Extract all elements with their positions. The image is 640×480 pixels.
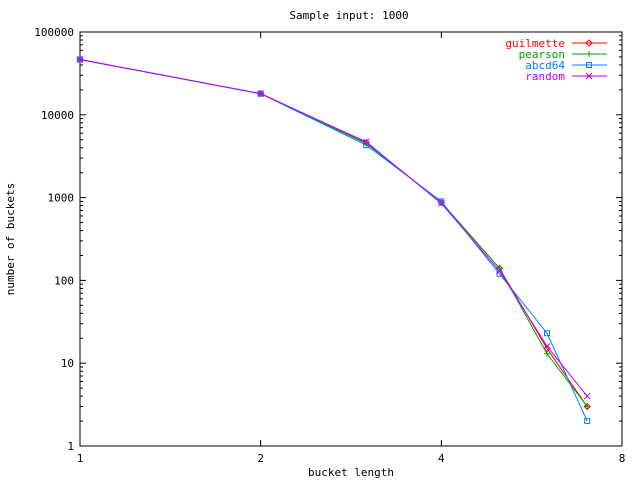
series-line-guilmette — [79, 59, 588, 407]
plot-border — [79, 31, 623, 447]
legend-marker-abcd64 — [586, 62, 592, 68]
x-axis: 1 2 4 8 — [77, 32, 626, 465]
legend-label-guilmette: guilmette — [505, 37, 565, 50]
legend-marker-random — [585, 72, 593, 80]
y-tick-label: 100000 — [34, 26, 74, 39]
data-point-random — [437, 200, 445, 207]
data-point-random — [496, 267, 503, 275]
x-tick-label: 1 — [77, 452, 84, 465]
data-point-pearson — [584, 403, 591, 410]
data-point-abcd64 — [544, 330, 551, 337]
y-tick-label: 100 — [54, 274, 74, 287]
data-point-random — [362, 138, 370, 146]
data-point-pearson — [544, 350, 551, 357]
series-line-pearson — [79, 59, 588, 407]
legend-marker-guilmette — [585, 39, 593, 47]
legend-label-random: random — [525, 70, 565, 83]
series-abcd64 — [77, 56, 591, 425]
y-tick-label: 1000 — [48, 192, 75, 205]
x-tick-label: 2 — [257, 452, 264, 465]
legend-marker-pearson — [586, 51, 592, 57]
data-point-random — [257, 90, 265, 98]
y-tick-label: 1 — [67, 440, 74, 453]
x-axis-label: bucket length — [308, 466, 394, 479]
legend-label-pearson: pearson — [519, 48, 565, 61]
y-tick-label: 10 — [61, 357, 74, 370]
data-point-random — [543, 342, 551, 350]
chart-title: Sample input: 1000 — [289, 9, 408, 22]
y-axis: 1 10 100 1000 10000 100000 — [34, 26, 622, 453]
y-tick-label: 10000 — [41, 109, 74, 122]
series-layer — [76, 55, 591, 425]
legend-label-abcd64: abcd64 — [525, 59, 565, 72]
series-line-abcd64 — [79, 59, 588, 422]
data-point-random — [76, 56, 84, 63]
y-axis-label: number of buckets — [4, 183, 17, 296]
series-line-random — [79, 59, 588, 397]
series-random — [76, 56, 591, 400]
x-tick-label: 4 — [438, 452, 445, 465]
x-tick-label: 8 — [619, 452, 626, 465]
series-pearson — [77, 56, 591, 410]
data-point-random — [583, 392, 591, 400]
series-guilmette — [76, 55, 591, 411]
data-point-abcd64 — [584, 418, 591, 425]
